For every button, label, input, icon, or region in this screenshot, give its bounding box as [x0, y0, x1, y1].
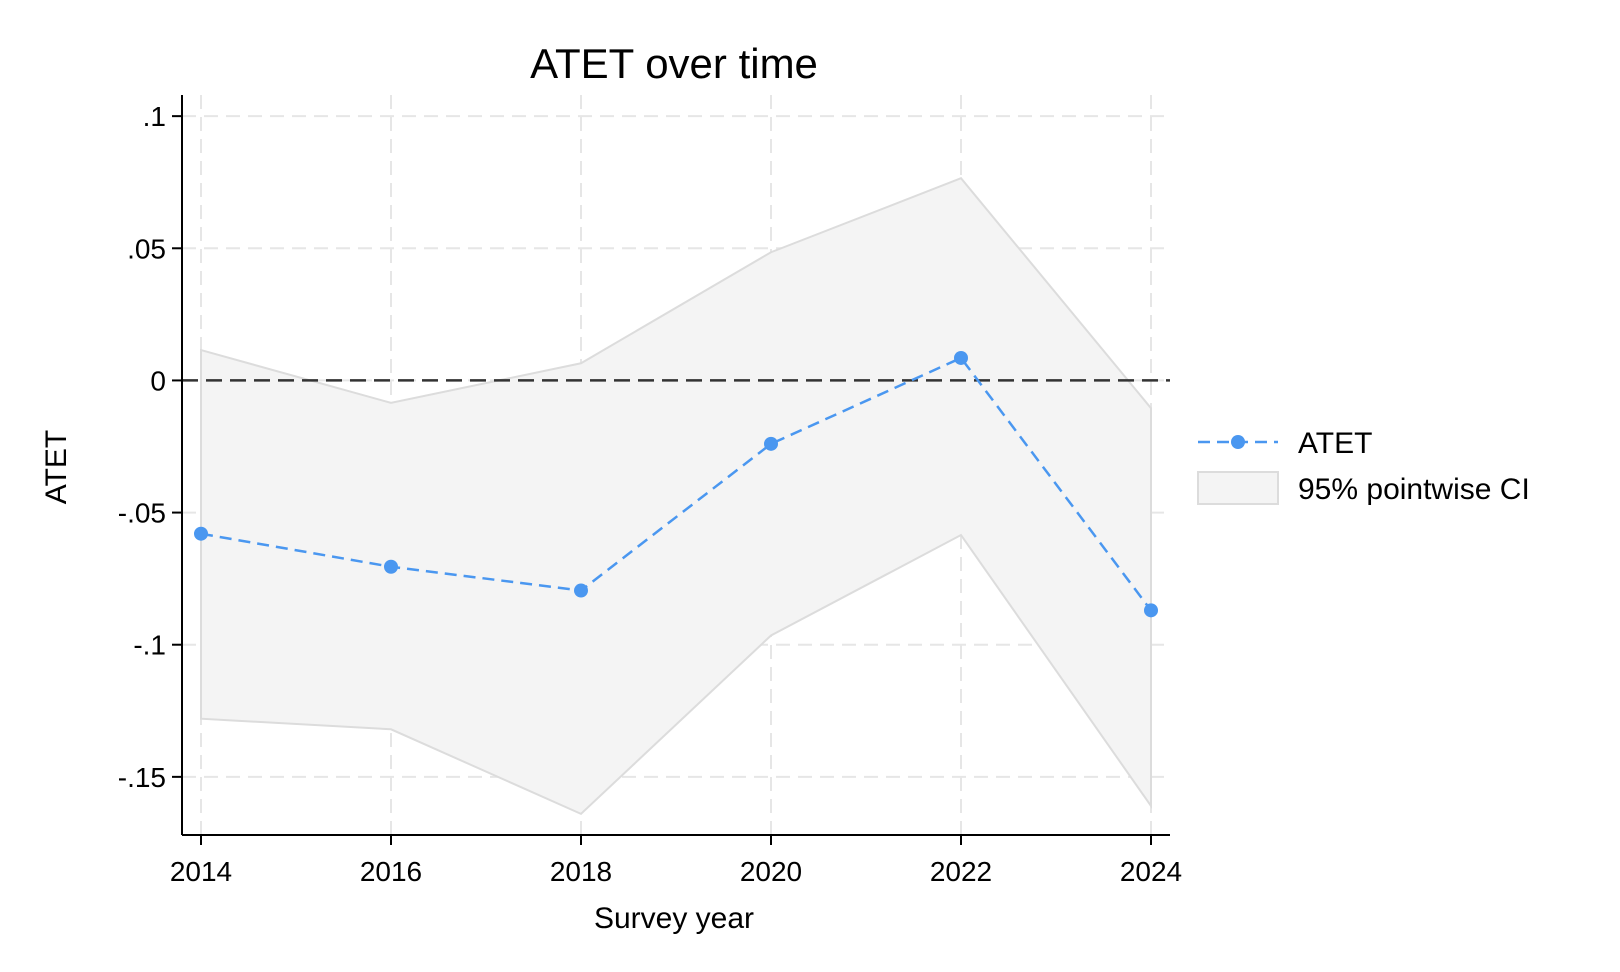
legend: ATET 95% pointwise CI — [1197, 427, 1530, 506]
atet-series-line — [200, 356, 1152, 612]
atet-point — [574, 583, 588, 598]
y-tick-label: .05 — [127, 233, 166, 264]
atet-point — [384, 559, 398, 574]
atet-point — [194, 526, 208, 541]
legend-ci-label: 95% pointwise CI — [1298, 473, 1530, 506]
y-tick-label: -.15 — [118, 762, 166, 793]
x-tick-label: 2014 — [170, 856, 232, 887]
y-tick-label: -.1 — [133, 630, 166, 661]
y-tick-label: -.05 — [118, 498, 166, 529]
x-tick-label: 2018 — [550, 856, 612, 887]
x-axis-label: Survey year — [594, 902, 754, 935]
y-axis-label: ATET — [40, 430, 73, 504]
chart-title: ATET over time — [530, 40, 818, 87]
legend-atet-label: ATET — [1298, 427, 1372, 460]
ci-band — [200, 177, 1152, 816]
legend-atet-swatch-marker — [1231, 435, 1245, 449]
x-tick-label: 2016 — [360, 856, 422, 887]
plot-area: .1 .05 0 -.05 -.1 -.15 2014 2016 2018 2020 2022 202… — [118, 95, 1182, 887]
atet-point — [954, 350, 968, 365]
x-tick-label: 2022 — [930, 856, 992, 887]
y-tick-label: .1 — [143, 101, 166, 132]
atet-point — [764, 436, 778, 451]
legend-ci-swatch — [1197, 471, 1279, 505]
x-tick-label: 2024 — [1120, 856, 1182, 887]
atet-point — [1144, 603, 1158, 618]
x-tick-label: 2020 — [740, 856, 802, 887]
y-tick-label: 0 — [150, 365, 166, 396]
